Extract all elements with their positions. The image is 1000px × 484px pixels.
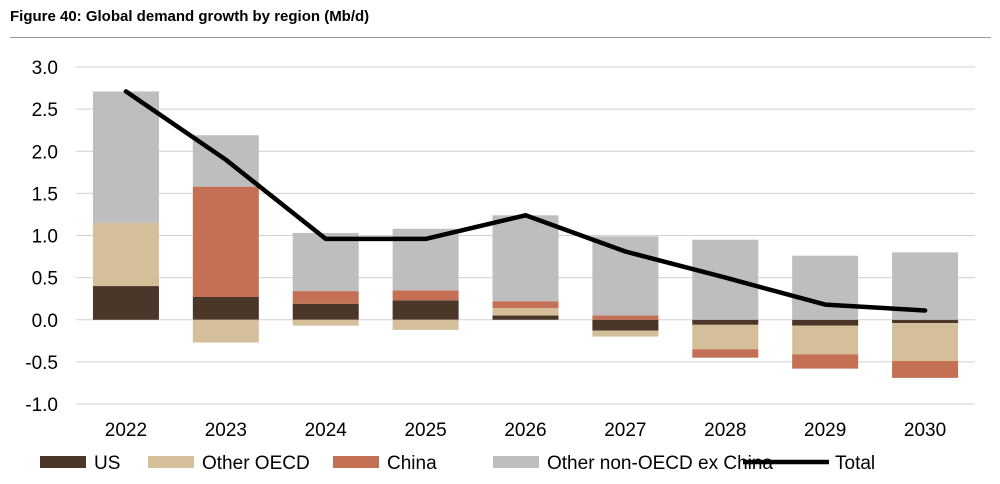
legend-swatch (333, 456, 379, 468)
bar-segment-other_non_oecd-2024 (292, 232, 359, 292)
bar-segment-other_oecd-2027 (592, 330, 659, 337)
y-tick-label: 0.0 (32, 311, 58, 332)
legend-item-china: China (333, 453, 437, 474)
y-tick-label: -0.5 (25, 353, 58, 374)
legend: US Other OECD China Other non-OECD ex China… (40, 453, 875, 474)
bar-segment-china-2026 (492, 301, 559, 308)
x-tick-label: 2027 (604, 420, 646, 441)
legend-swatch (493, 456, 539, 468)
bar-segment-other_oecd-2028 (692, 324, 759, 350)
legend-item-other_oecd: Other OECD (148, 453, 310, 474)
bar-segment-us-2022 (92, 286, 159, 320)
y-tick-label: 1.0 (32, 227, 58, 248)
x-tick-label: 2029 (804, 420, 846, 441)
legend-swatch (40, 456, 86, 468)
y-axis-ticks: 3.0 2.5 2.0 1.5 1.0 0.5 0.0 -0.5 -1.0 (25, 58, 58, 416)
x-tick-label: 2026 (504, 420, 546, 441)
bar-segment-other_oecd-2022 (92, 222, 159, 287)
title-divider (10, 37, 991, 38)
legend-label: Total (835, 453, 875, 474)
y-tick-label: 0.5 (32, 269, 58, 290)
legend-label: US (94, 453, 120, 474)
y-tick-label: 3.0 (32, 58, 58, 79)
legend-swatch (148, 456, 194, 468)
total-line (123, 89, 928, 313)
x-tick-label: 2022 (105, 420, 147, 441)
bar-segment-china-2023 (192, 186, 259, 298)
bar-segment-china-2027 (592, 315, 659, 320)
bar-segment-us-2025 (392, 300, 459, 320)
bar-segment-other_non_oecd-2026 (492, 215, 559, 302)
legend-label: China (387, 453, 437, 474)
bar-segment-us-2026 (492, 315, 559, 320)
stacked-bars (92, 91, 959, 378)
bar-segment-china-2025 (392, 290, 459, 301)
legend-item-us: US (40, 453, 120, 474)
y-tick-label: 2.5 (32, 100, 58, 121)
x-tick-label: 2024 (305, 420, 348, 441)
bar-segment-us-2030 (892, 319, 959, 324)
bar-segment-us-2023 (192, 297, 259, 320)
x-tick-label: 2028 (704, 420, 746, 441)
x-tick-label: 2023 (205, 420, 247, 441)
bar-segment-other_non_oecd-2029 (792, 255, 859, 320)
bar-segment-other_oecd-2023 (192, 319, 259, 343)
x-axis-ticks: 2022 2023 2024 2025 2026 2027 2028 2029 2030 (105, 420, 946, 441)
bar-segment-other_non_oecd-2022 (92, 91, 159, 223)
bar-segment-us-2029 (792, 319, 859, 326)
bar-segment-other_non_oecd-2027 (592, 236, 659, 316)
bar-segment-other_oecd-2026 (492, 307, 559, 316)
bar-segment-us-2028 (692, 319, 759, 325)
bar-segment-china-2024 (292, 291, 359, 304)
y-tick-label: -1.0 (25, 395, 58, 416)
bar-segment-china-2028 (692, 349, 759, 358)
bar-segment-china-2029 (792, 354, 859, 369)
bar-segment-us-2027 (592, 319, 659, 331)
legend-item-total: Total (743, 453, 875, 474)
x-tick-label: 2025 (404, 420, 446, 441)
bar-segment-other_oecd-2030 (892, 323, 959, 362)
y-tick-label: 1.5 (32, 184, 58, 205)
bar-segment-other_oecd-2029 (792, 325, 859, 355)
bar-segment-other_oecd-2024 (292, 319, 359, 326)
y-tick-label: 2.0 (32, 142, 58, 163)
page-title: Figure 40: Global demand growth by regio… (10, 8, 370, 25)
legend-label: Other OECD (202, 453, 310, 474)
bar-segment-us-2024 (292, 303, 359, 320)
legend-label: Other non-OECD ex China (547, 453, 773, 474)
legend-item-other_non_oecd: Other non-OECD ex China (493, 453, 773, 474)
x-tick-label: 2030 (904, 420, 946, 441)
bar-segment-china-2030 (892, 361, 959, 378)
total-line-group (123, 89, 928, 313)
bar-segment-other_oecd-2025 (392, 319, 459, 330)
